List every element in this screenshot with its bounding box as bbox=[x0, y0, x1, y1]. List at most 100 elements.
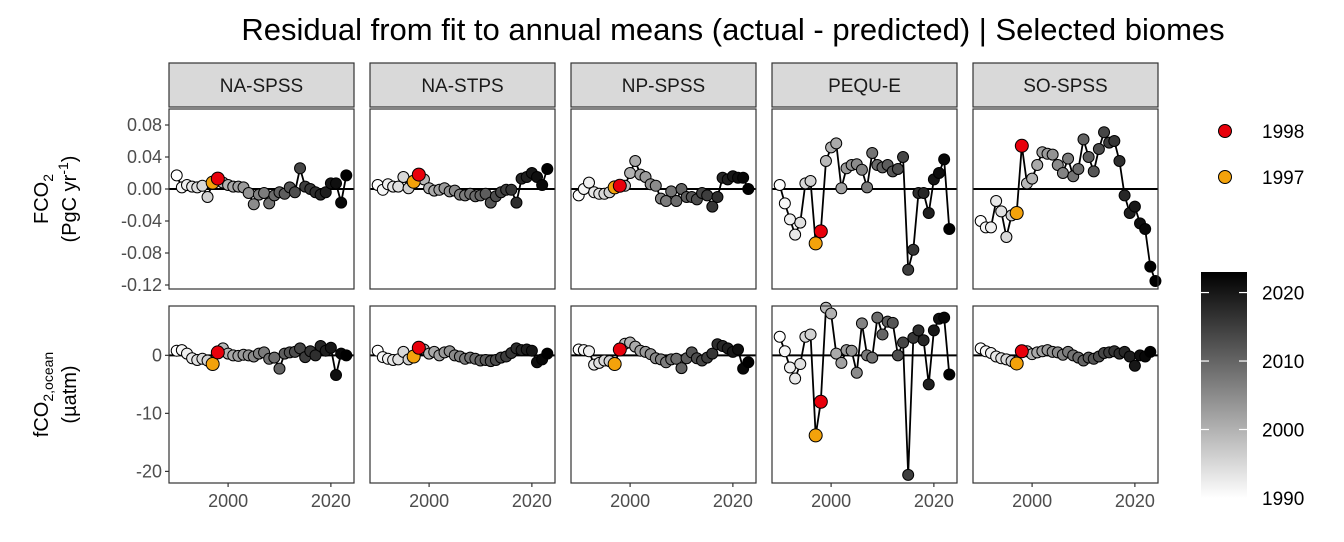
data-point bbox=[737, 171, 750, 184]
panel-fco2_ocean-pequ-e bbox=[771, 301, 958, 484]
highlight-point-1997 bbox=[607, 357, 622, 372]
highlight-point-1998 bbox=[411, 167, 426, 182]
panel-fco2-na-stps bbox=[369, 108, 556, 290]
data-point bbox=[335, 196, 348, 209]
data-point bbox=[670, 195, 683, 207]
data-point bbox=[825, 307, 838, 320]
panel-border bbox=[972, 108, 1159, 290]
panel-background bbox=[169, 306, 354, 483]
data-point bbox=[1128, 359, 1141, 372]
data-point bbox=[536, 179, 549, 191]
y-axis-label-line1: FCO2 bbox=[31, 174, 56, 224]
panel-fco2-so-spss bbox=[972, 108, 1162, 290]
data-point bbox=[897, 151, 910, 163]
data-point bbox=[1026, 172, 1039, 185]
highlight-point-1998 bbox=[813, 224, 828, 239]
panel-border bbox=[369, 305, 556, 484]
data-point bbox=[866, 351, 879, 364]
data-point bbox=[794, 216, 807, 229]
y-tick-label: -0.12 bbox=[121, 275, 162, 295]
y-tick-label: -20 bbox=[136, 461, 162, 481]
panel-strip-label: NA-STPS bbox=[421, 76, 503, 97]
y-tick-label: -0.04 bbox=[121, 211, 162, 231]
highlight-point-1998 bbox=[1014, 344, 1029, 359]
panel-strip-label: NP-SPSS bbox=[622, 76, 705, 97]
highlight-point-1998 bbox=[813, 394, 828, 409]
panel-background bbox=[973, 306, 1158, 483]
panel-fco2_ocean-np-spss bbox=[570, 305, 757, 484]
y-axis-label-line1: fCO2,ocean bbox=[31, 352, 56, 437]
data-point bbox=[624, 167, 637, 179]
y-axis-unit-superscript: -1 bbox=[55, 162, 71, 175]
panel-fco2-np-spss bbox=[570, 108, 757, 290]
data-point bbox=[505, 183, 518, 196]
data-point bbox=[886, 316, 899, 329]
data-point bbox=[938, 311, 951, 324]
data-point bbox=[804, 175, 817, 187]
data-point bbox=[902, 468, 915, 481]
highlight-point-1997 bbox=[1009, 206, 1024, 220]
data-point bbox=[917, 334, 930, 347]
data-point bbox=[1144, 260, 1157, 273]
y-tick-label: 0.00 bbox=[127, 179, 162, 199]
data-point bbox=[995, 205, 1008, 218]
data-point bbox=[927, 324, 940, 337]
panel-fco2_ocean-na-stps bbox=[369, 305, 556, 484]
panel-strip-pequ-e bbox=[771, 62, 958, 108]
data-point bbox=[706, 200, 719, 213]
legend-key-1997 bbox=[1218, 170, 1232, 184]
panel-fco2-pequ-e bbox=[771, 108, 958, 290]
y-axis-label-fco2: FCO2 (PgC yr-1) bbox=[31, 156, 81, 243]
highlight-point-1998 bbox=[210, 345, 225, 360]
data-point bbox=[861, 181, 874, 194]
data-point bbox=[835, 356, 848, 369]
y-tick-label: 0 bbox=[152, 345, 162, 365]
panel-strip-na-spss bbox=[168, 62, 355, 108]
data-point bbox=[340, 169, 353, 182]
data-point bbox=[855, 317, 868, 330]
data-point bbox=[510, 196, 523, 209]
data-point bbox=[1077, 133, 1090, 146]
data-point bbox=[247, 198, 260, 211]
data-point bbox=[891, 349, 904, 362]
x-tick-label: 2020 bbox=[512, 491, 552, 511]
data-point bbox=[789, 228, 802, 241]
data-point bbox=[830, 137, 843, 150]
data-point bbox=[773, 179, 786, 191]
panel-border bbox=[771, 305, 958, 484]
data-point bbox=[242, 187, 255, 199]
data-point bbox=[288, 186, 301, 199]
data-point bbox=[943, 223, 956, 235]
data-point bbox=[1113, 155, 1126, 167]
data-point bbox=[819, 155, 832, 167]
data-point bbox=[541, 347, 554, 360]
data-point bbox=[845, 344, 858, 357]
data-point bbox=[778, 345, 791, 358]
data-point bbox=[876, 328, 889, 341]
data-point bbox=[319, 186, 332, 199]
colorbar bbox=[1201, 272, 1247, 498]
data-point bbox=[582, 176, 595, 189]
y-axis-label-subscript: 2,ocean bbox=[40, 352, 56, 402]
panel-background bbox=[571, 306, 756, 483]
x-tick-label: 2020 bbox=[713, 491, 753, 511]
x-tick-label: 2020 bbox=[1115, 491, 1155, 511]
panel-fco2_ocean-na-spss bbox=[168, 305, 355, 484]
data-point bbox=[907, 243, 920, 256]
data-point bbox=[1092, 143, 1105, 155]
data-point bbox=[866, 147, 879, 159]
panel-strip-so-spss bbox=[972, 62, 1159, 108]
y-tick-label: -0.08 bbox=[121, 243, 162, 263]
data-point bbox=[855, 163, 868, 176]
panel-border bbox=[570, 305, 757, 484]
data-point bbox=[778, 197, 791, 210]
data-point bbox=[1031, 159, 1044, 171]
panel-border bbox=[168, 108, 355, 290]
data-point bbox=[783, 361, 796, 374]
y-axis-label-line2: (µatm) bbox=[59, 365, 81, 423]
y-axis-label-main: FCO bbox=[31, 182, 53, 224]
highlight-point-1997 bbox=[808, 236, 823, 251]
data-point bbox=[742, 356, 755, 369]
data-point bbox=[258, 187, 271, 199]
